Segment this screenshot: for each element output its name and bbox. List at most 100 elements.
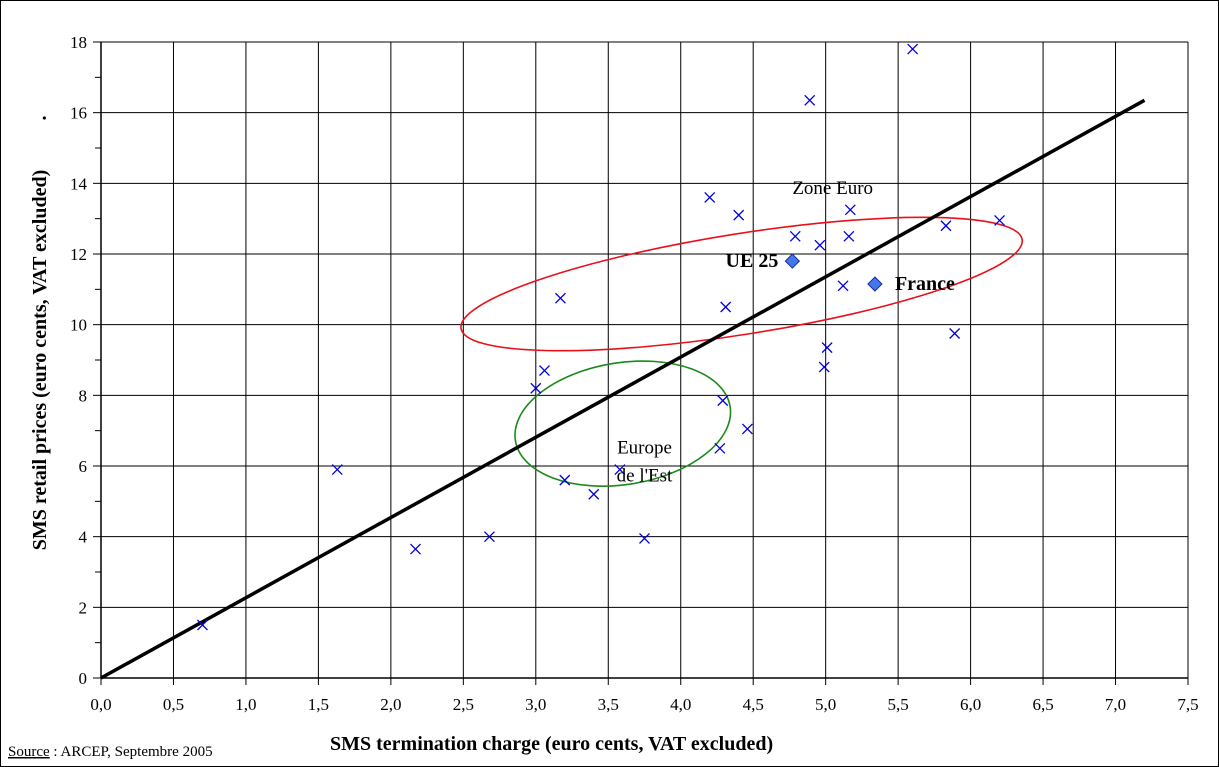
source-sep: : <box>50 744 61 760</box>
data-point-stroke <box>639 532 650 544</box>
x-tick-label: 2,5 <box>453 695 474 714</box>
data-point <box>733 209 745 221</box>
y-tick-label: 10 <box>70 316 87 335</box>
data-point-stroke <box>814 239 826 251</box>
x-tick-label: 0,5 <box>163 695 184 714</box>
x-tick-label: 0,0 <box>90 695 111 714</box>
data-point-stroke <box>994 214 1006 226</box>
data-point-stroke <box>837 280 849 292</box>
data-point-stroke <box>530 382 542 394</box>
data-point-stroke <box>559 474 571 486</box>
y-tick-label: 6 <box>79 457 88 476</box>
data-point-stroke <box>410 543 421 555</box>
data-point-stroke <box>949 328 961 339</box>
data-point-stroke <box>733 209 745 221</box>
data-point <box>483 531 495 543</box>
data-point <box>821 342 833 354</box>
source-text: ARCEP, Septembre 2005 <box>61 744 213 760</box>
data-point-stroke <box>704 192 716 203</box>
data-point <box>940 220 952 232</box>
x-tick-label: 4,0 <box>670 695 691 714</box>
data-point <box>843 230 855 242</box>
y-tick-label: 0 <box>79 669 88 688</box>
x-axis-title: SMS termination charge (euro cents, VAT … <box>330 733 773 755</box>
x-tick-label: 3,5 <box>598 695 619 714</box>
data-point <box>614 464 626 475</box>
data-point <box>818 361 830 373</box>
data-point <box>741 423 753 435</box>
data-point <box>196 619 208 631</box>
europe-est-ellipse <box>514 360 732 487</box>
europe-est-label: Europe <box>617 438 672 459</box>
axes: 0,0 0,5 1,0 1,5 2,0 2,5 3,0 3,5 4,0 4,5 5,0 5,5 6,0 6… <box>70 33 1199 714</box>
data-point <box>714 442 726 454</box>
y-axis-title: SMS retail prices (euro cents, VAT exclu… <box>29 170 51 551</box>
trend-line-path <box>100 98 1146 680</box>
source-note: Source : ARCEP, Septembre 2005 <box>8 744 213 760</box>
data-point-stroke <box>539 365 550 377</box>
y-tick-label: 18 <box>70 33 87 52</box>
data-point-stroke <box>331 464 343 475</box>
data-point <box>559 474 571 486</box>
x-tick-label: 6,5 <box>1032 695 1053 714</box>
data-point-stroke <box>614 464 626 475</box>
data-point <box>717 395 729 407</box>
x-tick-label: 4,5 <box>743 695 764 714</box>
x-tick-label: 7,5 <box>1177 695 1198 714</box>
y-axis-title-suffix: . <box>29 116 51 121</box>
data-point-stroke <box>483 531 495 543</box>
x-tick-label: 1,0 <box>235 695 256 714</box>
data-point <box>554 292 566 304</box>
data-point-stroke <box>821 342 833 354</box>
data-point <box>539 365 550 377</box>
europe-est-label: de l'Est <box>617 466 673 487</box>
data-point-stroke <box>720 301 732 313</box>
data-points <box>196 43 1006 631</box>
zone-euro-label: Zone Euro <box>792 178 873 199</box>
data-point-stroke <box>741 423 753 435</box>
y-tick-label: 4 <box>79 528 88 547</box>
y-tick-label: 2 <box>79 598 88 617</box>
group-ellipses <box>460 216 1024 487</box>
x-tick-label: 7,0 <box>1105 695 1126 714</box>
data-point-stroke <box>554 292 566 304</box>
data-point <box>530 382 542 394</box>
data-point <box>410 543 421 555</box>
data-point <box>994 214 1006 226</box>
x-tick-label: 2,0 <box>380 695 401 714</box>
x-tick-label: 1,5 <box>308 695 329 714</box>
data-point <box>704 192 716 203</box>
data-point <box>804 94 816 106</box>
y-tick-label: 16 <box>70 104 87 123</box>
data-point-stroke <box>907 43 919 55</box>
highlight-point <box>867 276 883 292</box>
annotations: UE 25 France Zone Euro Europe de l'Est <box>617 178 955 487</box>
data-point-stroke <box>843 230 855 242</box>
highlight-point <box>784 253 801 269</box>
data-point <box>837 280 849 292</box>
zone-euro-ellipse <box>460 216 1024 352</box>
source-prefix: Source <box>8 744 50 760</box>
data-point-stroke <box>196 619 208 631</box>
y-tick-label: 8 <box>79 386 88 405</box>
data-point-stroke <box>588 488 600 500</box>
highlight-label: UE 25 <box>726 250 779 272</box>
data-point-stroke <box>804 94 816 106</box>
y-tick-label: 12 <box>70 245 87 264</box>
grid <box>101 41 1189 678</box>
data-point-stroke <box>714 442 726 454</box>
data-point-stroke <box>844 204 856 216</box>
data-point-stroke <box>818 361 830 373</box>
data-point <box>588 488 600 500</box>
data-point <box>814 239 826 251</box>
data-point <box>331 464 343 475</box>
data-point <box>639 532 650 544</box>
y-tick-label: 14 <box>70 174 88 193</box>
data-point <box>907 43 919 55</box>
data-point <box>720 301 732 313</box>
data-point <box>789 230 801 242</box>
x-tick-label: 5,0 <box>815 695 836 714</box>
data-point-stroke <box>789 230 801 242</box>
x-tick-label: 5,5 <box>888 695 909 714</box>
